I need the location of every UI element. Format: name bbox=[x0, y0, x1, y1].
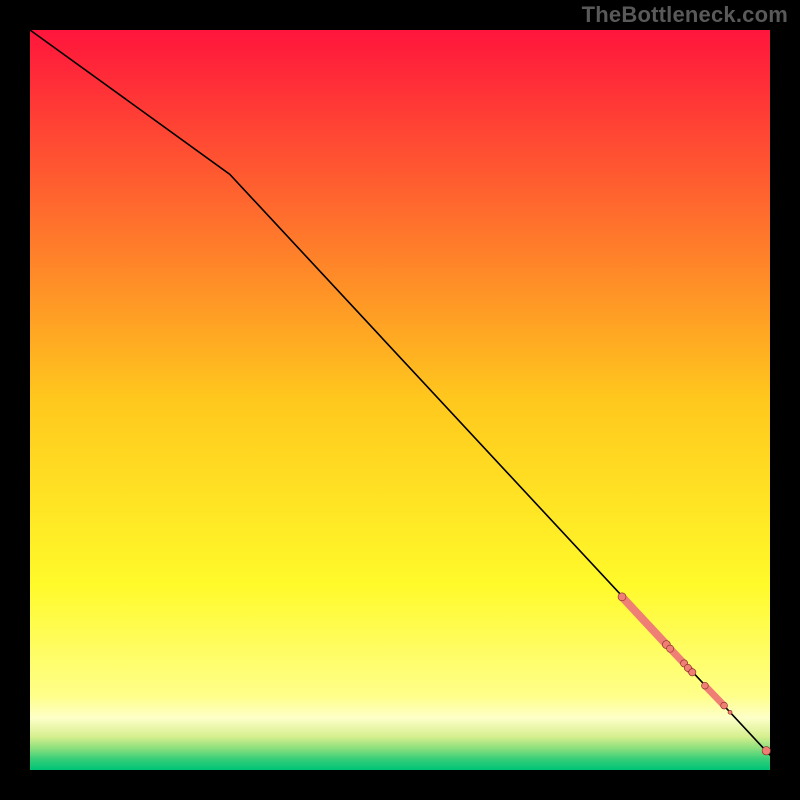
plot-background bbox=[30, 30, 770, 770]
chart-stage: TheBottleneck.com bbox=[0, 0, 800, 800]
data-marker bbox=[728, 710, 732, 714]
bottleneck-chart bbox=[0, 0, 800, 800]
data-marker bbox=[762, 747, 770, 755]
